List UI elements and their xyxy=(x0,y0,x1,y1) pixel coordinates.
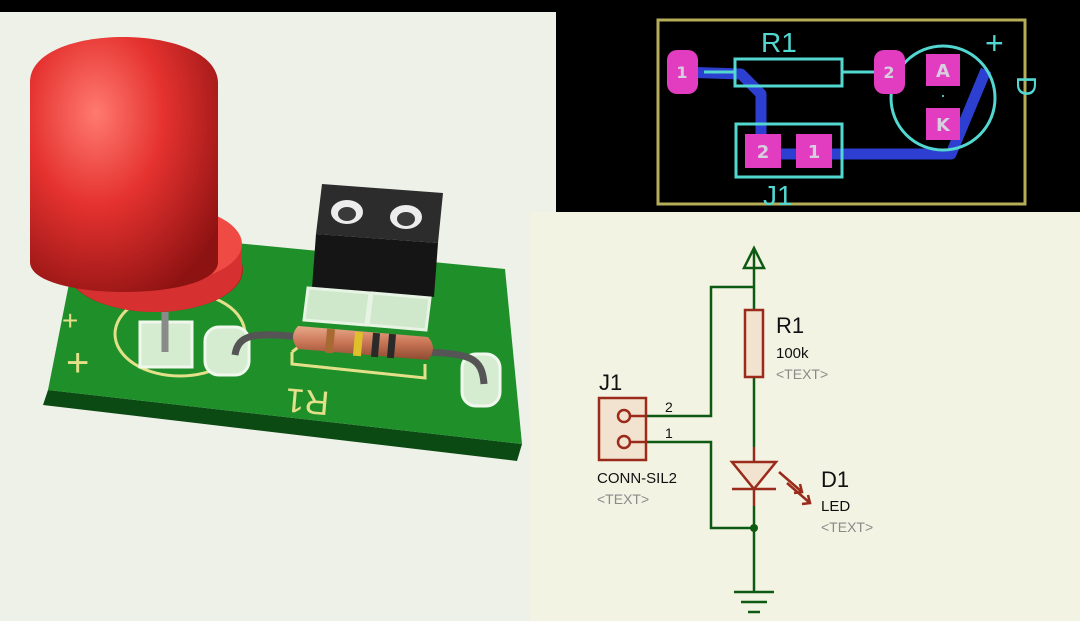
pcb-layout-view: R1 J1 + D 1 2 2 1 A · K xyxy=(556,12,1080,212)
power-supply-symbol xyxy=(741,245,767,270)
j1-pin-2-label: 2 xyxy=(665,399,673,415)
schematic-wires xyxy=(646,248,756,592)
led-center-dot: · xyxy=(940,85,946,105)
j1-value-label: CONN-SIL2 xyxy=(597,470,677,487)
resistor-footprint: R1 xyxy=(704,27,874,88)
board-3d-view: R1 + + xyxy=(0,12,556,621)
connector-j1-symbol: 2 1 J1 CONN-SIL2 <TEXT> xyxy=(597,370,677,507)
r1-text-placeholder: <TEXT> xyxy=(776,366,828,382)
silkscreen-3d: R1 + + xyxy=(62,290,427,422)
led-cathode-pad: K xyxy=(936,115,951,136)
plus-silk-label: + xyxy=(66,341,89,385)
resistor-3d xyxy=(231,326,488,385)
led-plus-mark: + xyxy=(985,25,1004,61)
led-footprint: + D xyxy=(889,25,1042,152)
d1-ref-label: D1 xyxy=(821,467,849,492)
ground-symbol xyxy=(734,590,774,614)
resistor-r1-symbol: R1 100k <TEXT> xyxy=(743,308,828,382)
d1-value-label: LED xyxy=(821,498,850,515)
resistor-silk-label: R1 xyxy=(284,380,331,422)
board-3d-canvas: R1 + + xyxy=(30,37,522,461)
r1-pad-1: 1 xyxy=(676,63,687,82)
led-polarity-silk: + xyxy=(62,305,78,336)
j1-pin-1-label: 1 xyxy=(665,425,673,441)
pads: 1 2 2 1 A · K xyxy=(667,50,960,168)
pcb-layout-canvas: R1 J1 + D 1 2 2 1 A · K xyxy=(656,18,1042,211)
r1-value-label: 100k xyxy=(776,345,809,362)
schematic-canvas: R1 100k <TEXT> D1 LED <TEXT> xyxy=(597,245,873,614)
d1-text-placeholder: <TEXT> xyxy=(821,519,873,535)
j1-pad-2: 2 xyxy=(757,142,770,163)
resistor-ref-label: R1 xyxy=(761,27,797,58)
j1-ref-label: J1 xyxy=(599,370,622,395)
light-emission-arrows xyxy=(778,471,812,506)
r1-pad-2: 2 xyxy=(883,63,894,82)
led-anode-pad: A xyxy=(936,61,950,82)
schematic-view: R1 100k <TEXT> D1 LED <TEXT> xyxy=(530,212,1080,621)
j1-text-placeholder: <TEXT> xyxy=(597,491,649,507)
j1-pad-1: 1 xyxy=(808,142,821,163)
connector-footprint: J1 xyxy=(734,122,844,211)
connector-ref-label: J1 xyxy=(763,180,793,211)
led-3d xyxy=(30,37,243,312)
board-outline xyxy=(656,18,1027,206)
connector-header-3d xyxy=(302,184,443,332)
r1-ref-label: R1 xyxy=(776,313,804,338)
junction-dot xyxy=(750,524,758,532)
led-d1-symbol: D1 LED <TEXT> xyxy=(729,447,873,535)
led-ref-label: D xyxy=(1011,76,1042,96)
